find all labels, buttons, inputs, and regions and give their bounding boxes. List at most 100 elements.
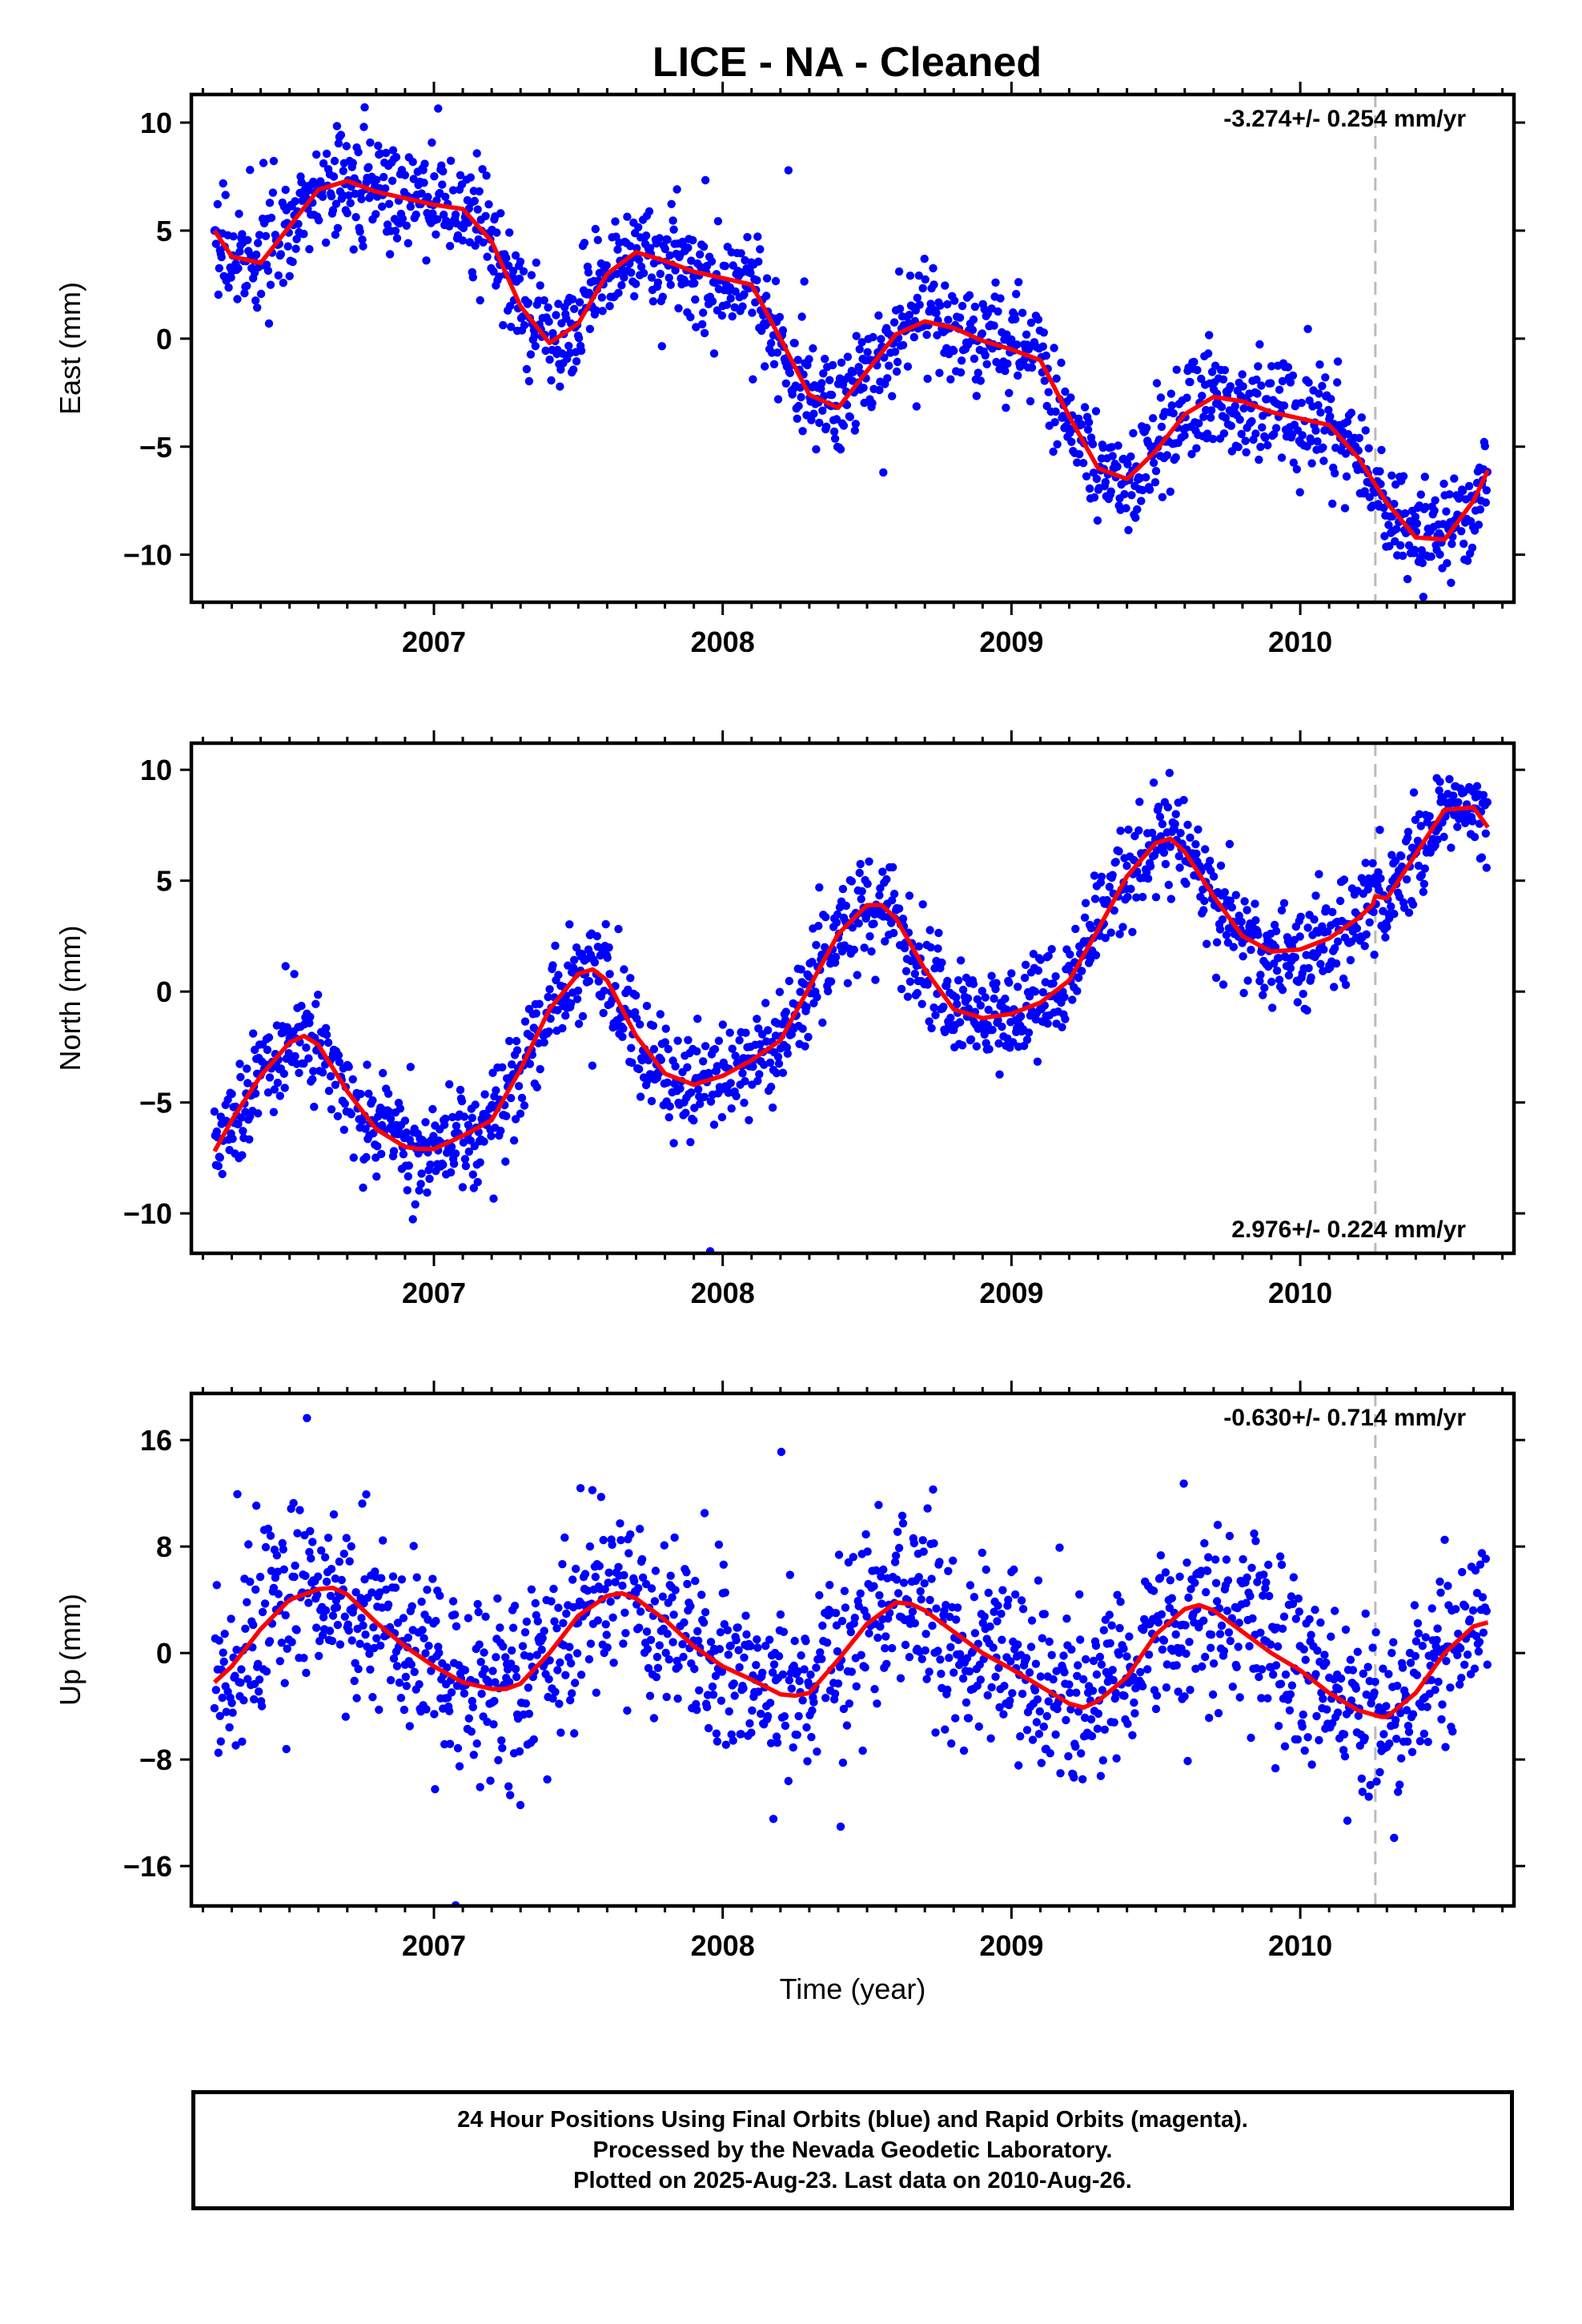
data-point (1366, 1780, 1375, 1790)
data-point (1235, 415, 1244, 424)
data-point (1263, 440, 1272, 450)
data-point (1256, 971, 1265, 979)
data-point (469, 1751, 478, 1759)
data-point (511, 1665, 520, 1674)
data-point (808, 958, 817, 967)
data-point (1286, 963, 1295, 973)
data-point (583, 1586, 592, 1595)
data-point (749, 375, 757, 384)
data-point (735, 1663, 744, 1672)
data-point (1022, 1726, 1032, 1735)
data-point (691, 295, 700, 304)
data-point (531, 342, 540, 351)
data-point (1415, 1737, 1425, 1746)
data-point (361, 1124, 370, 1133)
data-point (806, 1671, 815, 1679)
data-point (1447, 540, 1456, 549)
data-point (976, 1675, 986, 1684)
data-point (492, 228, 501, 237)
data-point (1194, 825, 1203, 834)
data-point (945, 1654, 954, 1663)
data-point (1232, 1663, 1241, 1671)
data-point (1394, 1787, 1403, 1796)
data-point (593, 1616, 602, 1625)
data-point (1014, 983, 1022, 991)
data-point (1005, 978, 1014, 987)
data-point (872, 1566, 881, 1575)
data-point (1360, 487, 1369, 496)
data-point (585, 1542, 595, 1551)
data-point (301, 1571, 310, 1581)
data-point (1279, 899, 1289, 908)
data-point (1291, 953, 1300, 962)
data-point (1248, 1614, 1257, 1623)
data-point (701, 1608, 710, 1617)
data-point (357, 195, 366, 203)
data-point (808, 1706, 817, 1715)
data-point (946, 375, 955, 384)
data-point (565, 920, 574, 929)
data-point (377, 1149, 386, 1159)
data-point (987, 971, 996, 980)
data-point (635, 1623, 644, 1632)
data-point (377, 1574, 386, 1582)
data-point (363, 1642, 371, 1651)
data-point (1457, 1674, 1466, 1683)
data-point (456, 1085, 465, 1095)
data-point (511, 1115, 520, 1124)
data-point (1116, 826, 1125, 835)
data-point (243, 1598, 251, 1606)
data-point (956, 956, 966, 965)
data-point (1474, 1647, 1484, 1656)
data-point (512, 1672, 521, 1682)
data-point (388, 146, 398, 155)
data-point (1106, 487, 1115, 496)
data-point (1449, 791, 1458, 800)
data-point (1078, 967, 1086, 975)
data-point (349, 1603, 358, 1612)
data-point (1323, 927, 1332, 936)
data-point (512, 1046, 522, 1055)
data-point (732, 1092, 741, 1101)
data-point (972, 1042, 982, 1051)
data-point (1379, 504, 1388, 513)
data-point (970, 1593, 979, 1602)
y-tick-label: 10 (140, 754, 172, 786)
data-point (211, 1686, 220, 1695)
data-point (741, 1076, 749, 1086)
data-point (1003, 359, 1012, 368)
data-point (805, 355, 813, 364)
y-tick-label: 5 (156, 215, 172, 247)
data-point (643, 1645, 652, 1654)
data-point (249, 1029, 258, 1038)
data-point (1198, 392, 1207, 400)
data-point (1304, 963, 1313, 973)
data-point (398, 214, 408, 223)
data-point (1078, 420, 1086, 429)
data-point (1241, 436, 1250, 445)
data-point (865, 857, 873, 866)
data-point (231, 1741, 240, 1750)
data-point (489, 1720, 498, 1729)
data-point (1418, 558, 1427, 568)
data-point (423, 1188, 432, 1197)
data-point (946, 1612, 954, 1622)
data-point (1433, 1624, 1442, 1633)
data-point (254, 239, 263, 247)
data-point (1021, 960, 1030, 970)
data-point (914, 271, 924, 280)
data-point (1180, 431, 1189, 440)
data-point (1143, 874, 1153, 883)
data-point (613, 245, 622, 254)
data-point (1262, 1578, 1271, 1587)
data-point (603, 1643, 612, 1652)
data-point (433, 215, 442, 223)
data-point (1150, 478, 1160, 487)
data-point (1246, 1591, 1255, 1601)
data-point (486, 1776, 495, 1785)
data-point (475, 187, 484, 196)
data-point (1375, 1767, 1384, 1777)
data-point (722, 300, 731, 309)
data-point (609, 1659, 618, 1667)
data-point (1443, 1582, 1452, 1590)
